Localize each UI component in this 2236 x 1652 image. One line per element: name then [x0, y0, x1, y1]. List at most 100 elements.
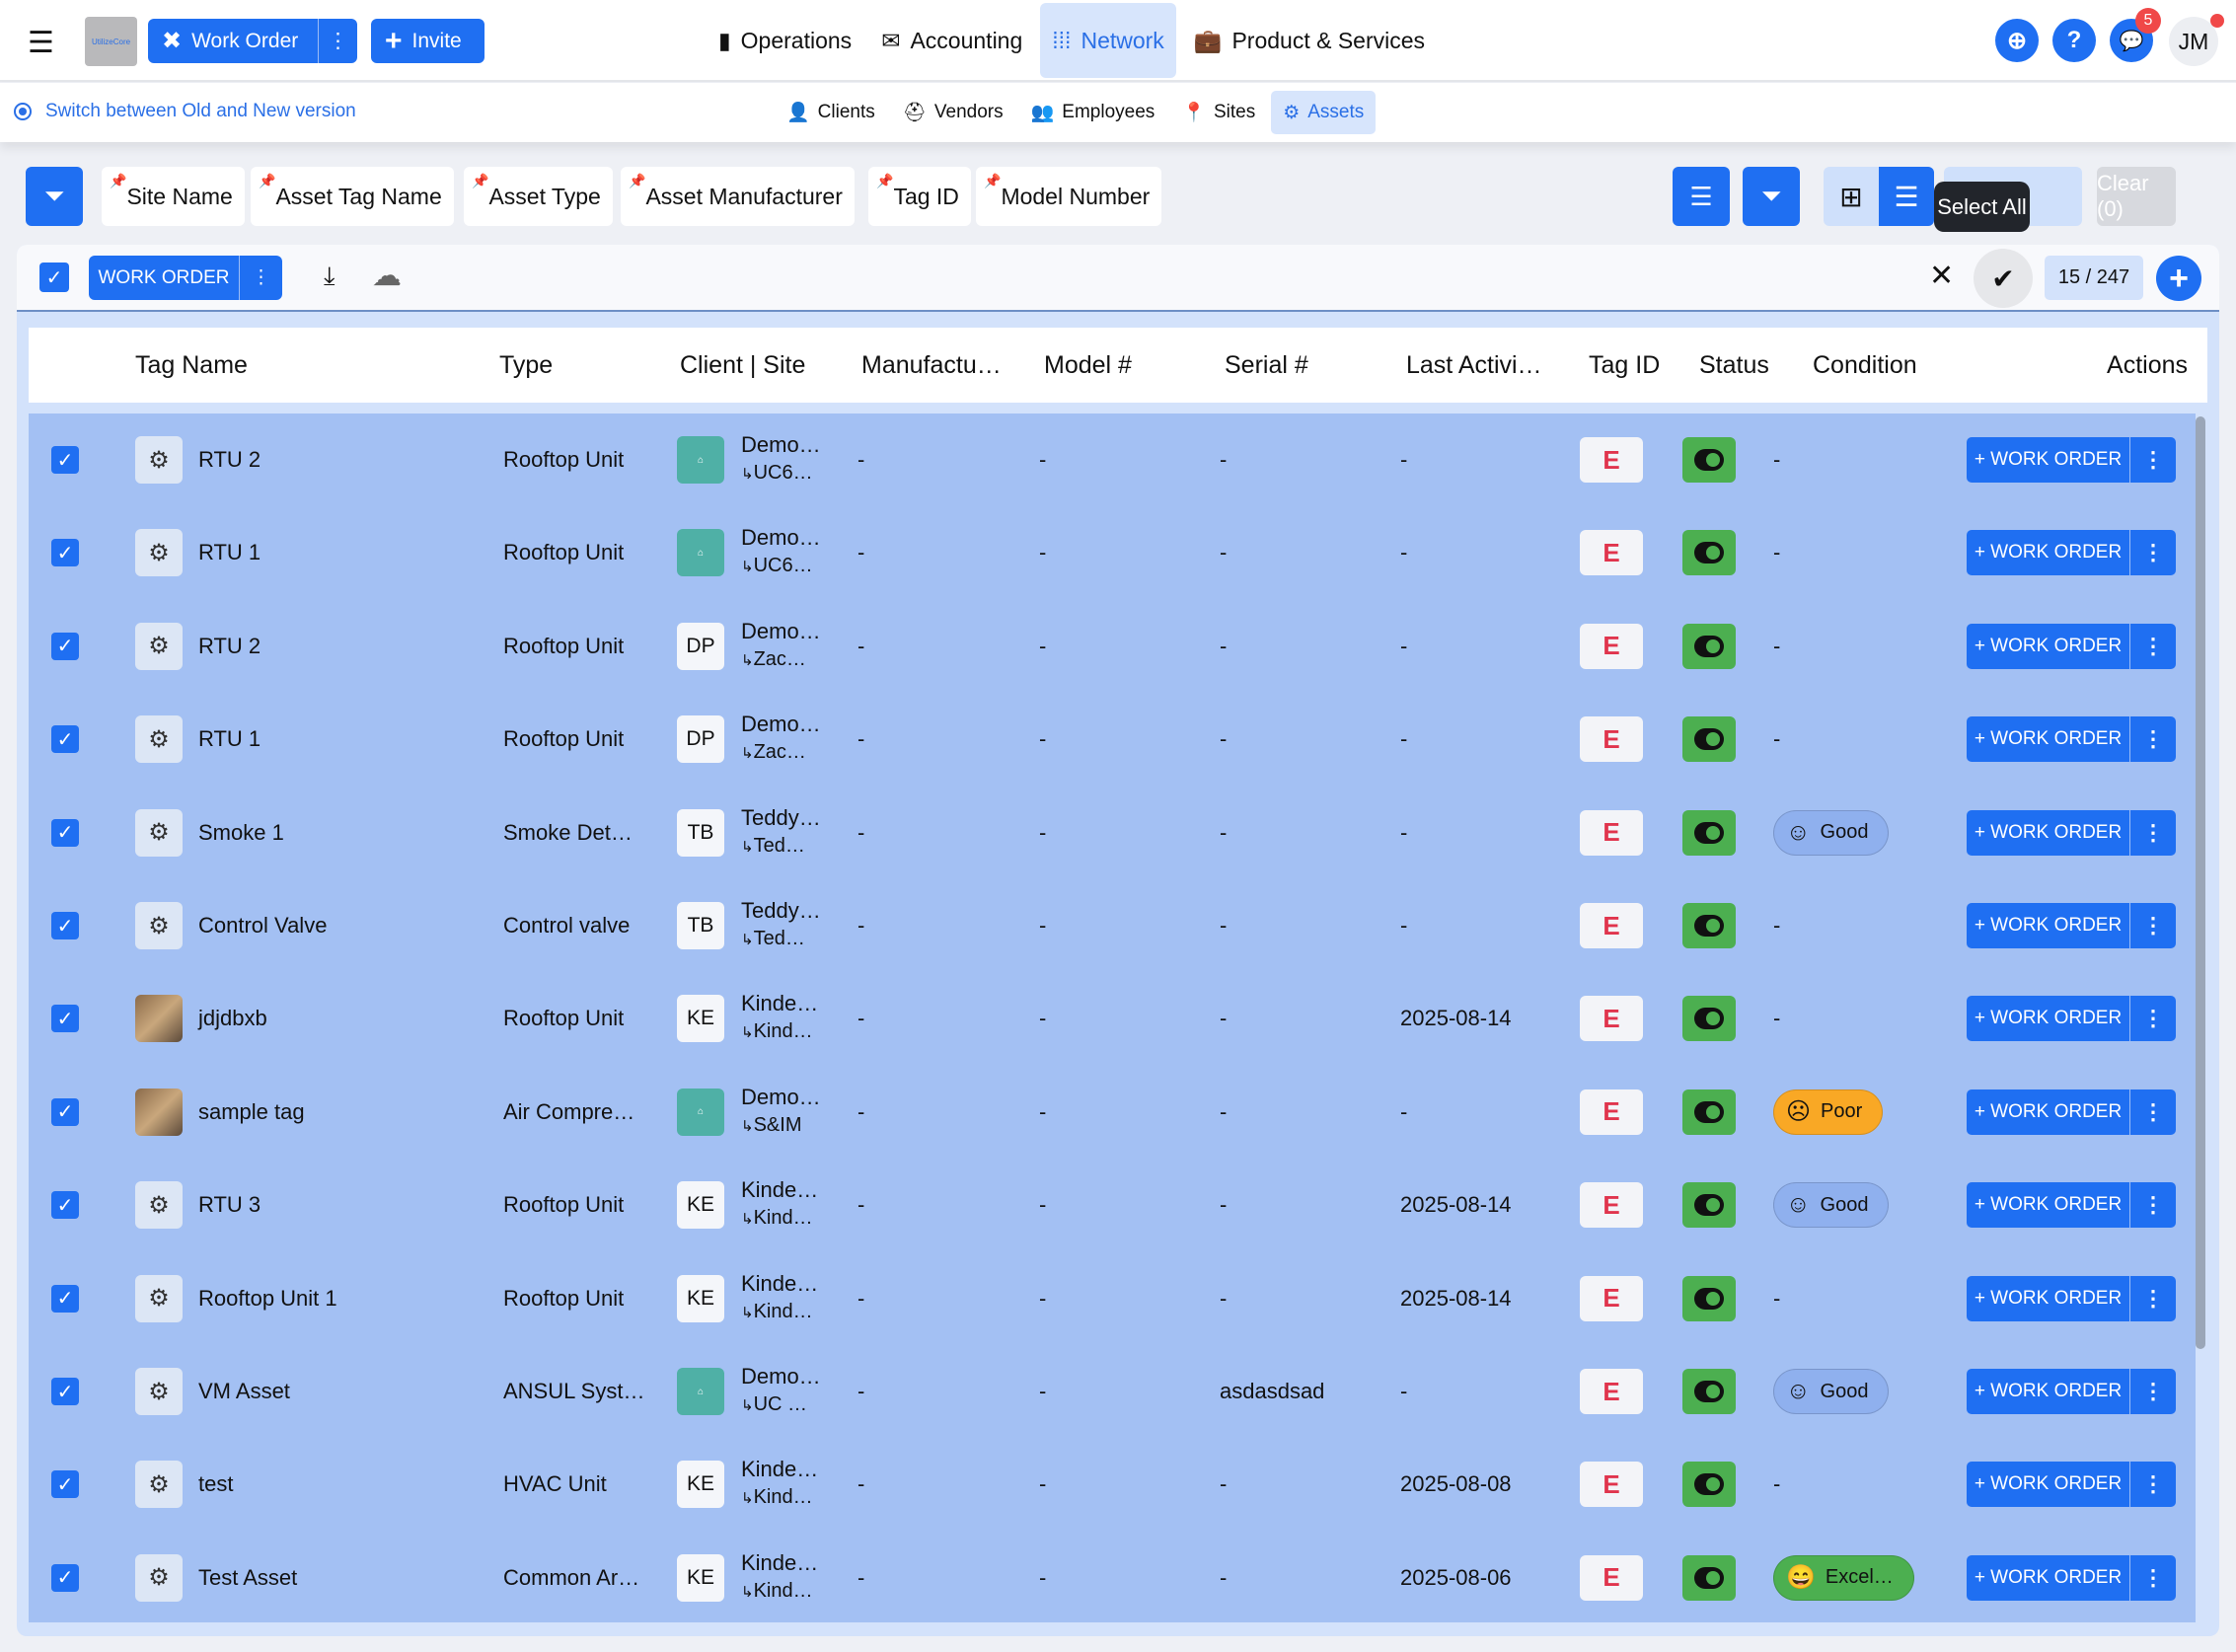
tag-id-icon[interactable]: Ε — [1580, 1182, 1643, 1229]
header-serial[interactable]: Serial # — [1225, 351, 1308, 379]
tag-id-icon[interactable]: Ε — [1580, 1369, 1643, 1414]
tag-name[interactable]: RTU 2 — [198, 633, 261, 658]
row-checkbox[interactable]: ✓ — [51, 818, 79, 847]
add-asset-button[interactable]: + — [2156, 256, 2201, 301]
work-order-button[interactable]: ✖ Work Order ⋮ — [148, 19, 357, 63]
table-row[interactable]: ✓ ⚙ RTU 1 Rooftop Unit ⌂ Demo… ↳UC6… - - … — [29, 506, 2196, 599]
row-checkbox[interactable]: ✓ — [51, 912, 79, 939]
filter-chip-site-name[interactable]: 📌 Site Name — [102, 167, 245, 226]
row-checkbox[interactable]: ✓ — [51, 1378, 79, 1405]
nav-operations[interactable]: ▮ Operations — [707, 3, 863, 78]
row-work-order-button[interactable]: + WORK ORDER ⋮ — [1967, 903, 2176, 948]
table-row[interactable]: ✓ ⚙ Smoke 1 Smoke Det… TB Teddy… ↳Ted… - … — [29, 787, 2196, 879]
filter-chip-asset-tag-name[interactable]: 📌 Asset Tag Name — [251, 167, 454, 226]
more-vert-icon[interactable]: ⋮ — [2142, 1098, 2164, 1124]
filter-chip-tag-id[interactable]: 📌 Tag ID — [868, 167, 971, 226]
invite-button[interactable]: + Invite — [371, 19, 484, 63]
status-toggle[interactable] — [1682, 1089, 1736, 1135]
tag-name[interactable]: Control Valve — [198, 913, 328, 938]
tag-name[interactable]: sample tag — [198, 1098, 305, 1124]
add-filter-button[interactable]: ⏷ — [1743, 167, 1800, 226]
header-model[interactable]: Model # — [1044, 351, 1132, 379]
status-toggle[interactable] — [1682, 1369, 1736, 1414]
subnav-vendors[interactable]: ⛑ Vendors — [891, 91, 1015, 134]
tag-name[interactable]: RTU 3 — [198, 1192, 261, 1218]
status-toggle[interactable] — [1682, 1462, 1736, 1508]
row-work-order-button[interactable]: + WORK ORDER ⋮ — [1967, 1369, 2176, 1414]
tag-name[interactable]: RTU 1 — [198, 726, 261, 752]
more-vert-icon[interactable]: ⋮ — [2142, 913, 2164, 938]
header-client-site[interactable]: Client | Site — [680, 351, 806, 379]
table-row[interactable]: ✓ ⚙ RTU 3 Rooftop Unit KE Kinde… ↳Kind… -… — [29, 1159, 2196, 1251]
select-all-checkbox[interactable]: ✓ — [39, 263, 69, 292]
table-row[interactable]: ✓ jdjdbxb Rooftop Unit KE Kinde… ↳Kind… -… — [29, 972, 2196, 1065]
row-work-order-button[interactable]: + WORK ORDER ⋮ — [1967, 1462, 2176, 1508]
cloud-upload-icon[interactable]: ☁ — [372, 260, 402, 292]
confirm-check-icon[interactable]: ✔ — [1974, 249, 2033, 308]
tag-name[interactable]: Smoke 1 — [198, 819, 284, 845]
table-row[interactable]: ✓ ⚙ RTU 1 Rooftop Unit DP Demo… ↳Zac… - -… — [29, 693, 2196, 786]
subnav-clients[interactable]: 👤 Clients — [775, 91, 887, 134]
header-manufacturer[interactable]: Manufactu… — [861, 351, 1002, 379]
status-toggle[interactable] — [1682, 1554, 1736, 1601]
help-icon[interactable]: ? — [2052, 19, 2096, 62]
header-condition[interactable]: Condition — [1813, 351, 1917, 379]
nav-product-services[interactable]: 💼 Product & Services — [1182, 3, 1437, 78]
tag-name[interactable]: VM Asset — [198, 1379, 290, 1403]
filter-save-button[interactable]: ⏷ — [26, 167, 83, 226]
status-toggle[interactable] — [1682, 809, 1736, 856]
row-work-order-button[interactable]: + WORK ORDER ⋮ — [1967, 1089, 2176, 1135]
header-type[interactable]: Type — [499, 351, 554, 379]
tag-id-icon[interactable]: Ε — [1580, 716, 1643, 763]
more-vert-icon[interactable]: ⋮ — [2142, 1471, 2164, 1497]
table-row[interactable]: ✓ sample tag Air Compre… ⌂ Demo… ↳S&IM - … — [29, 1066, 2196, 1159]
hamburger-menu-icon[interactable]: ☰ — [28, 27, 54, 59]
header-last-activity[interactable]: Last Activi… — [1406, 351, 1542, 379]
status-toggle[interactable] — [1682, 1182, 1736, 1229]
row-work-order-button[interactable]: + WORK ORDER ⋮ — [1967, 623, 2176, 669]
tag-id-icon[interactable]: Ε — [1580, 530, 1643, 576]
more-vert-icon[interactable]: ⋮ — [2142, 633, 2164, 658]
more-vert-icon[interactable]: ⋮ — [2142, 1285, 2164, 1311]
column-toggle-button[interactable]: ☰ — [1673, 167, 1730, 226]
tag-id-icon[interactable]: Ε — [1580, 1275, 1643, 1321]
header-status[interactable]: Status — [1699, 351, 1769, 379]
subnav-employees[interactable]: 👥 Employees — [1019, 91, 1167, 134]
status-toggle[interactable] — [1682, 996, 1736, 1042]
filter-chip-model-number[interactable]: 📌 Model Number — [976, 167, 1162, 226]
row-checkbox[interactable]: ✓ — [51, 1284, 79, 1313]
tag-id-icon[interactable]: Ε — [1580, 809, 1643, 856]
more-vert-icon[interactable]: ⋮ — [2142, 540, 2164, 565]
nav-network[interactable]: ⁞⁞⁞ Network — [1040, 3, 1176, 78]
tag-id-icon[interactable]: Ε — [1580, 996, 1643, 1042]
row-work-order-button[interactable]: + WORK ORDER ⋮ — [1967, 530, 2176, 576]
nav-accounting[interactable]: ✉ Accounting — [869, 3, 1034, 78]
subnav-assets[interactable]: ⚙ Assets — [1271, 91, 1377, 134]
tag-name[interactable]: jdjdbxb — [198, 1006, 267, 1031]
table-row[interactable]: ✓ ⚙ Control Valve Control valve TB Teddy… — [29, 879, 2196, 972]
more-vert-icon[interactable]: ⋮ — [2142, 447, 2164, 472]
row-work-order-button[interactable]: + WORK ORDER ⋮ — [1967, 996, 2176, 1042]
table-row[interactable]: ✓ ⚙ RTU 2 Rooftop Unit ⌂ Demo… ↳UC6… - - … — [29, 413, 2196, 506]
more-vert-icon[interactable]: ⋮ — [2142, 1564, 2164, 1590]
list-view-icon[interactable]: ☰ — [1879, 167, 1934, 226]
table-row[interactable]: ✓ ⚙ Test Asset Common Ar… KE Kinde… ↳Kind… — [29, 1532, 2196, 1622]
tag-name[interactable]: Rooftop Unit 1 — [198, 1285, 337, 1311]
status-toggle[interactable] — [1682, 623, 1736, 669]
download-icon[interactable]: ⤓ — [324, 261, 335, 290]
more-vert-icon[interactable]: ⋮ — [2142, 819, 2164, 845]
row-work-order-button[interactable]: + WORK ORDER ⋮ — [1967, 1182, 2176, 1229]
row-checkbox[interactable]: ✓ — [51, 446, 79, 474]
header-tag-name[interactable]: Tag Name — [135, 351, 248, 379]
tag-id-icon[interactable]: Ε — [1580, 623, 1643, 669]
row-checkbox[interactable]: ✓ — [51, 1470, 79, 1499]
row-checkbox[interactable]: ✓ — [51, 539, 79, 567]
tag-name[interactable]: RTU 1 — [198, 540, 261, 565]
download-circle-icon[interactable]: ⊕ — [1995, 19, 2039, 62]
more-vert-icon[interactable]: ⋮ — [2142, 1192, 2164, 1218]
avatar[interactable]: JM — [2169, 17, 2218, 66]
table-row[interactable]: ✓ ⚙ VM Asset ANSUL Syst… ⌂ Demo… ↳UC … - … — [29, 1345, 2196, 1438]
more-vert-icon[interactable]: ⋮ — [2142, 726, 2164, 752]
tag-id-icon[interactable]: Ε — [1580, 1554, 1643, 1601]
tag-name[interactable]: RTU 2 — [198, 447, 261, 472]
